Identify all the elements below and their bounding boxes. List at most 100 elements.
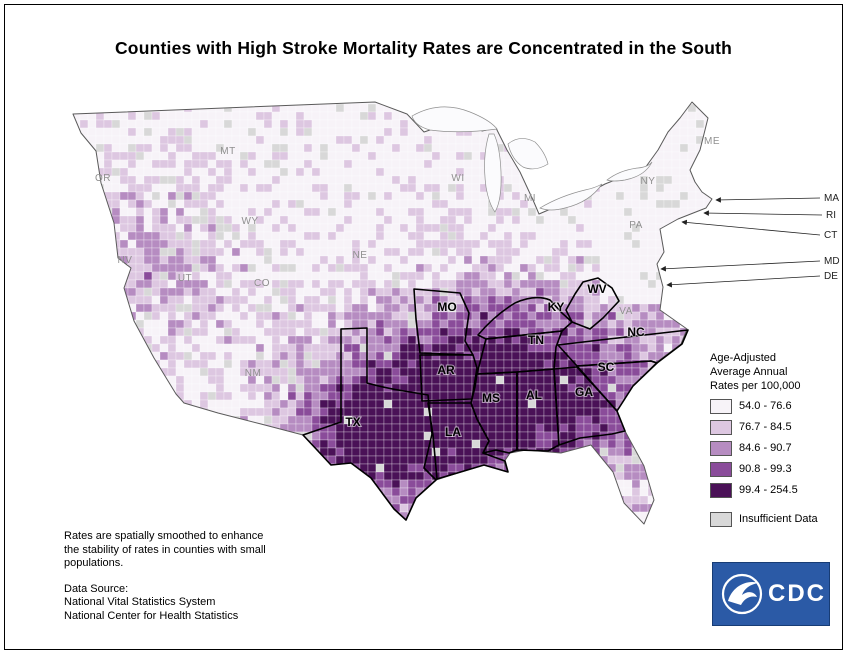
county-cell	[303, 479, 313, 489]
county-cell	[695, 223, 705, 233]
county-cell	[591, 167, 601, 177]
county-cell	[303, 511, 313, 521]
county-cell	[119, 327, 129, 337]
county-cell	[503, 319, 513, 329]
county-cell	[79, 119, 89, 129]
county-cell	[439, 487, 449, 497]
county-cell	[671, 151, 681, 161]
county-cell	[87, 487, 97, 497]
county-cell	[207, 167, 217, 177]
county-cell	[319, 271, 329, 281]
county-cell	[631, 431, 641, 441]
county-cell	[167, 183, 177, 193]
county-cell	[255, 239, 265, 249]
county-cell	[311, 183, 321, 193]
county-cell	[215, 295, 225, 305]
county-cell	[287, 295, 297, 305]
county-cell	[143, 439, 153, 449]
county-cell	[639, 519, 649, 524]
county-cell	[455, 495, 465, 505]
county-cell	[447, 239, 457, 249]
county-cell	[255, 495, 265, 505]
county-cell	[64, 320, 72, 328]
county-cell	[423, 295, 433, 305]
county-cell	[303, 519, 313, 524]
county-cell	[647, 199, 657, 209]
county-cell	[391, 135, 401, 145]
county-cell	[647, 335, 657, 345]
county-cell	[103, 327, 113, 337]
county-cell	[215, 359, 225, 369]
county-cell	[679, 231, 689, 241]
county-cell	[367, 102, 377, 105]
county-cell	[87, 239, 97, 249]
county-cell	[231, 119, 241, 129]
county-cell	[64, 256, 72, 264]
county-cell	[311, 303, 321, 313]
county-cell	[439, 415, 449, 425]
county-cell	[279, 111, 289, 121]
county-cell	[199, 167, 209, 177]
county-cell	[87, 415, 97, 425]
county-cell	[87, 102, 97, 105]
county-cell	[359, 423, 369, 433]
county-cell	[167, 255, 177, 265]
county-cell	[127, 183, 137, 193]
county-cell	[239, 503, 249, 513]
county-cell	[73, 351, 81, 361]
county-cell	[191, 383, 201, 393]
county-cell	[79, 143, 89, 153]
county-cell	[255, 423, 265, 433]
county-cell	[239, 447, 249, 457]
county-cell	[536, 528, 544, 536]
state-label-pa: PA	[629, 220, 643, 231]
county-cell	[191, 111, 201, 121]
county-cell	[135, 167, 145, 177]
county-cell	[327, 375, 337, 385]
county-cell	[367, 503, 377, 513]
county-cell	[239, 167, 249, 177]
county-cell	[359, 263, 369, 273]
county-cell	[255, 183, 265, 193]
county-cell	[135, 423, 145, 433]
county-cell	[167, 311, 177, 321]
county-cell	[711, 215, 712, 225]
county-cell	[103, 375, 113, 385]
county-cell	[655, 119, 665, 129]
county-cell	[127, 399, 137, 409]
county-cell	[391, 463, 401, 473]
county-cell	[375, 335, 385, 345]
county-cell	[64, 384, 72, 392]
county-cell	[311, 239, 321, 249]
county-cell	[503, 263, 513, 273]
county-cell	[191, 103, 201, 113]
county-cell	[255, 111, 265, 121]
county-cell	[167, 167, 177, 177]
county-cell	[287, 175, 297, 185]
county-cell	[247, 455, 257, 465]
county-cell	[319, 103, 329, 113]
county-cell	[503, 271, 513, 281]
county-cell	[143, 303, 153, 313]
county-cell	[615, 375, 625, 385]
county-cell	[655, 415, 665, 425]
county-cell	[215, 319, 225, 329]
county-cell	[695, 175, 705, 185]
callout-arrow-ct	[681, 219, 821, 236]
county-cell	[535, 263, 545, 273]
county-cell	[639, 151, 649, 161]
county-cell	[711, 103, 712, 113]
county-cell	[279, 159, 289, 169]
county-cell	[423, 367, 433, 377]
county-cell	[311, 455, 321, 465]
county-cell	[143, 223, 153, 233]
county-cell	[575, 487, 585, 497]
county-cell	[463, 479, 473, 489]
county-cell	[679, 391, 689, 401]
county-cell	[503, 207, 513, 217]
county-cell	[623, 119, 633, 129]
county-cell	[655, 127, 665, 137]
county-cell	[383, 231, 393, 241]
county-cell	[520, 528, 528, 536]
county-cell	[527, 455, 537, 465]
